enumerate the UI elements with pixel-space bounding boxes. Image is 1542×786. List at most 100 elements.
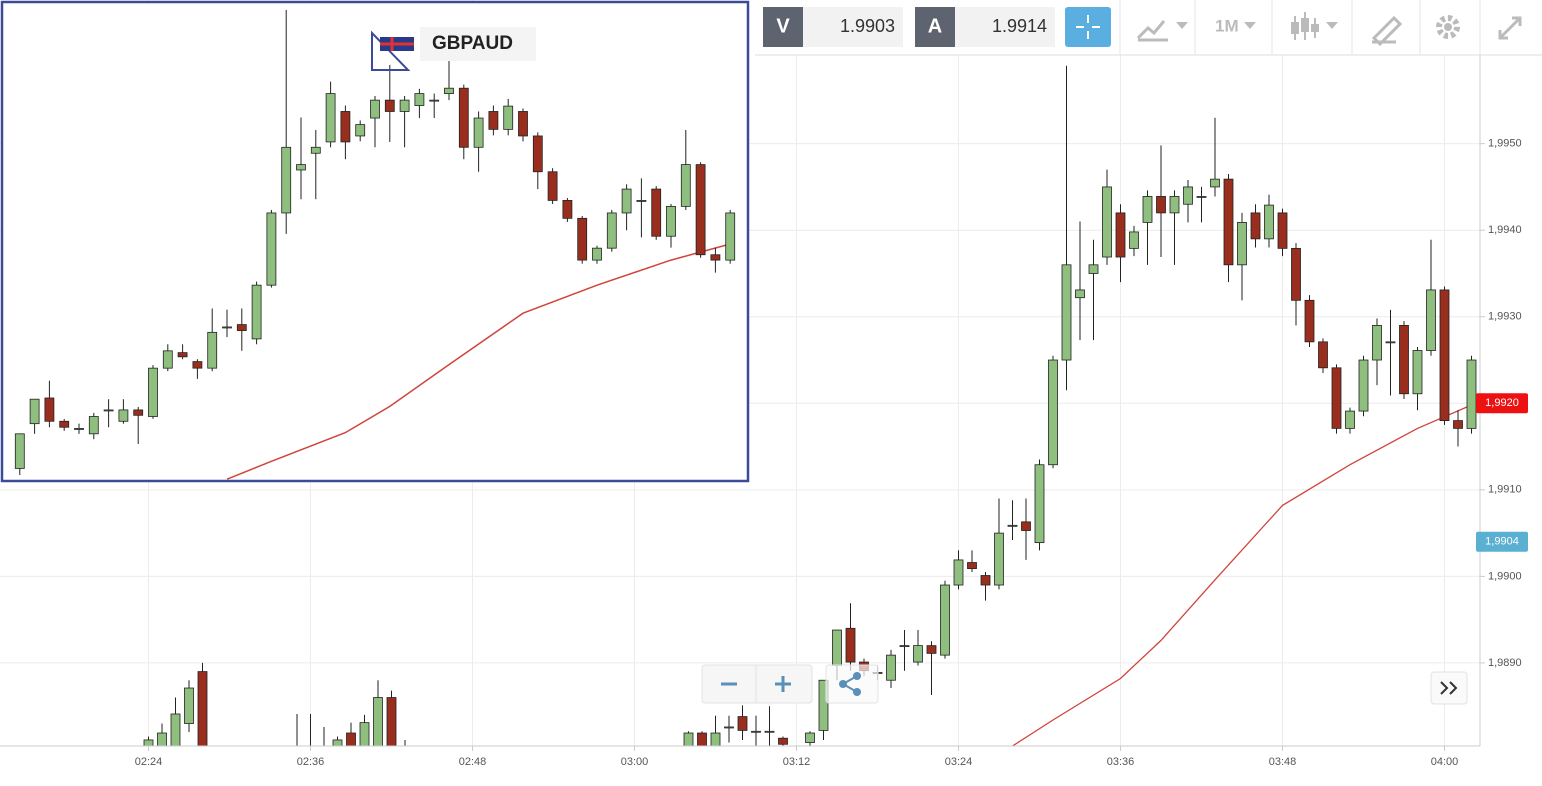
candle-icon [1301, 18, 1309, 32]
candle-body [1331, 367, 1342, 429]
scroll-end-button[interactable] [1430, 671, 1468, 705]
candle-body [1196, 196, 1207, 198]
zoom-controls [701, 664, 1468, 705]
candle-body [103, 409, 114, 412]
settings-icon[interactable] [1436, 15, 1460, 39]
candle-body [926, 645, 937, 654]
candle-body [518, 111, 528, 137]
candle-body [143, 739, 154, 746]
ask-badge [915, 7, 955, 47]
bid-price: 1.9903 [840, 16, 895, 36]
candle-body [1372, 325, 1382, 361]
candle-body [1304, 299, 1315, 343]
candle-body [222, 326, 232, 329]
candle-body [606, 212, 617, 249]
fullscreen-icon[interactable] [1498, 16, 1522, 40]
candle-body [710, 732, 721, 746]
candle-body [1102, 186, 1112, 258]
dropdown [1176, 22, 1188, 29]
candle-body [832, 629, 842, 666]
zoom-in[interactable] [775, 676, 791, 692]
draw-icon[interactable] [1371, 15, 1403, 47]
candle-body [488, 111, 499, 130]
y-tick-label: 1,9910 [1488, 484, 1522, 496]
candle-body [980, 575, 991, 586]
candle-body [384, 99, 395, 112]
chart-type-icon[interactable] [1136, 20, 1168, 42]
candle-body [666, 205, 676, 237]
candle-body [592, 247, 602, 261]
candle-body [695, 164, 706, 256]
candle-body [710, 254, 721, 261]
candle-body [621, 188, 632, 214]
candle-body [325, 93, 336, 143]
candle-body [1129, 231, 1139, 249]
candle-body [1048, 359, 1058, 466]
candle-body [913, 645, 923, 663]
share-icon [839, 680, 847, 688]
candle-body [296, 164, 306, 171]
candle-body [1156, 196, 1166, 214]
ask-price: 1.9914 [992, 16, 1047, 36]
y-tick-label: 1,9890 [1488, 657, 1522, 669]
share-icon [853, 672, 861, 680]
x-tick-label: 04:00 [1431, 756, 1459, 768]
candle-body [1277, 212, 1288, 249]
candle-body [207, 331, 218, 369]
candle-body [14, 433, 25, 469]
candle-body [148, 367, 158, 417]
candle-body [44, 397, 55, 422]
candle-body [157, 732, 167, 746]
candle-body [1385, 341, 1396, 344]
candle-body [1115, 212, 1126, 258]
x-tick-label: 02:24 [135, 756, 163, 768]
price-marker-label: 1,9920 [1485, 397, 1519, 409]
candle-body [429, 99, 440, 102]
candle-body [1007, 524, 1018, 527]
interval[interactable]: 1M [1215, 16, 1239, 35]
candle-icon [1311, 24, 1319, 32]
candle-body [1399, 325, 1409, 395]
candle-body [1237, 222, 1247, 266]
candle-body [1291, 247, 1301, 301]
candle-body [251, 284, 262, 340]
candle-body [532, 135, 543, 173]
candle-body [805, 732, 815, 743]
inset-frame [0, 0, 750, 483]
candle-body [399, 99, 410, 112]
candle-body [1453, 420, 1463, 429]
x-tick-label: 03:24 [945, 756, 973, 768]
scroll-end-icon [1440, 681, 1458, 695]
candle-body [332, 739, 343, 746]
price-marker [1476, 393, 1528, 414]
candle-body [192, 361, 203, 369]
x-tick-label: 03:48 [1269, 756, 1297, 768]
candle-body [818, 679, 829, 731]
candle-body [177, 352, 188, 358]
candle-body [577, 217, 588, 261]
candle-body [886, 654, 896, 681]
toolbar: V 1.9903 A 1.9914 1M [755, 0, 1542, 56]
candle-body [197, 671, 208, 746]
candle-body [1318, 341, 1328, 369]
candle-body [236, 324, 247, 331]
bid-box[interactable] [803, 7, 903, 47]
ask-label: A [928, 15, 942, 37]
drag-handle[interactable] [371, 30, 411, 71]
candle-body [1021, 521, 1031, 531]
candle-body [547, 171, 558, 201]
candle-body [1412, 350, 1423, 395]
candle-body [724, 726, 734, 729]
candle-body [1426, 289, 1436, 351]
moving-average [226, 243, 731, 480]
symbol: GBPAUD [432, 33, 513, 54]
crosshair-button[interactable] [1065, 7, 1111, 47]
moving-average [1012, 404, 1472, 746]
y-tick-label: 1,9950 [1488, 138, 1522, 150]
x-tick-label: 02:48 [459, 756, 487, 768]
ask-box[interactable] [955, 7, 1055, 47]
candle-body [184, 687, 194, 724]
bid-label: V [776, 15, 790, 37]
candle-body [845, 627, 856, 663]
